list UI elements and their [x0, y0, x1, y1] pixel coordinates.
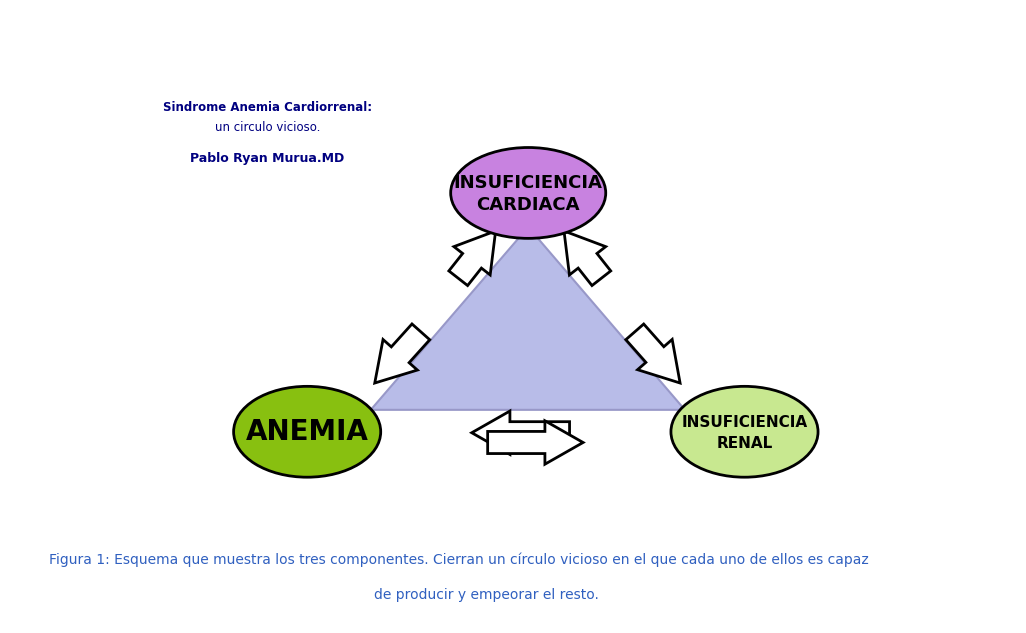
Text: un circulo vicioso.: un circulo vicioso. [214, 121, 320, 134]
Text: CARDIACA: CARDIACA [476, 196, 580, 214]
Text: RENAL: RENAL [716, 437, 773, 451]
Polygon shape [374, 324, 430, 383]
Text: INSUFICIENCIA: INSUFICIENCIA [681, 415, 807, 430]
Polygon shape [448, 231, 496, 285]
Ellipse shape [450, 147, 605, 239]
Polygon shape [472, 411, 569, 454]
Ellipse shape [234, 386, 381, 477]
Polygon shape [487, 421, 583, 464]
Text: INSUFICIENCIA: INSUFICIENCIA [453, 174, 602, 192]
Polygon shape [370, 227, 684, 410]
Text: de producir y empeorar el resto.: de producir y empeorar el resto. [374, 588, 599, 602]
Polygon shape [626, 324, 680, 383]
Text: Sindrome Anemia Cardiorrenal:: Sindrome Anemia Cardiorrenal: [163, 101, 372, 114]
Ellipse shape [671, 386, 818, 477]
Text: Pablo Ryan Murua.MD: Pablo Ryan Murua.MD [190, 153, 345, 165]
Text: ANEMIA: ANEMIA [245, 418, 368, 446]
Polygon shape [564, 231, 610, 285]
Text: Figura 1: Esquema que muestra los tres componentes. Cierran un círculo vicioso e: Figura 1: Esquema que muestra los tres c… [49, 553, 869, 567]
